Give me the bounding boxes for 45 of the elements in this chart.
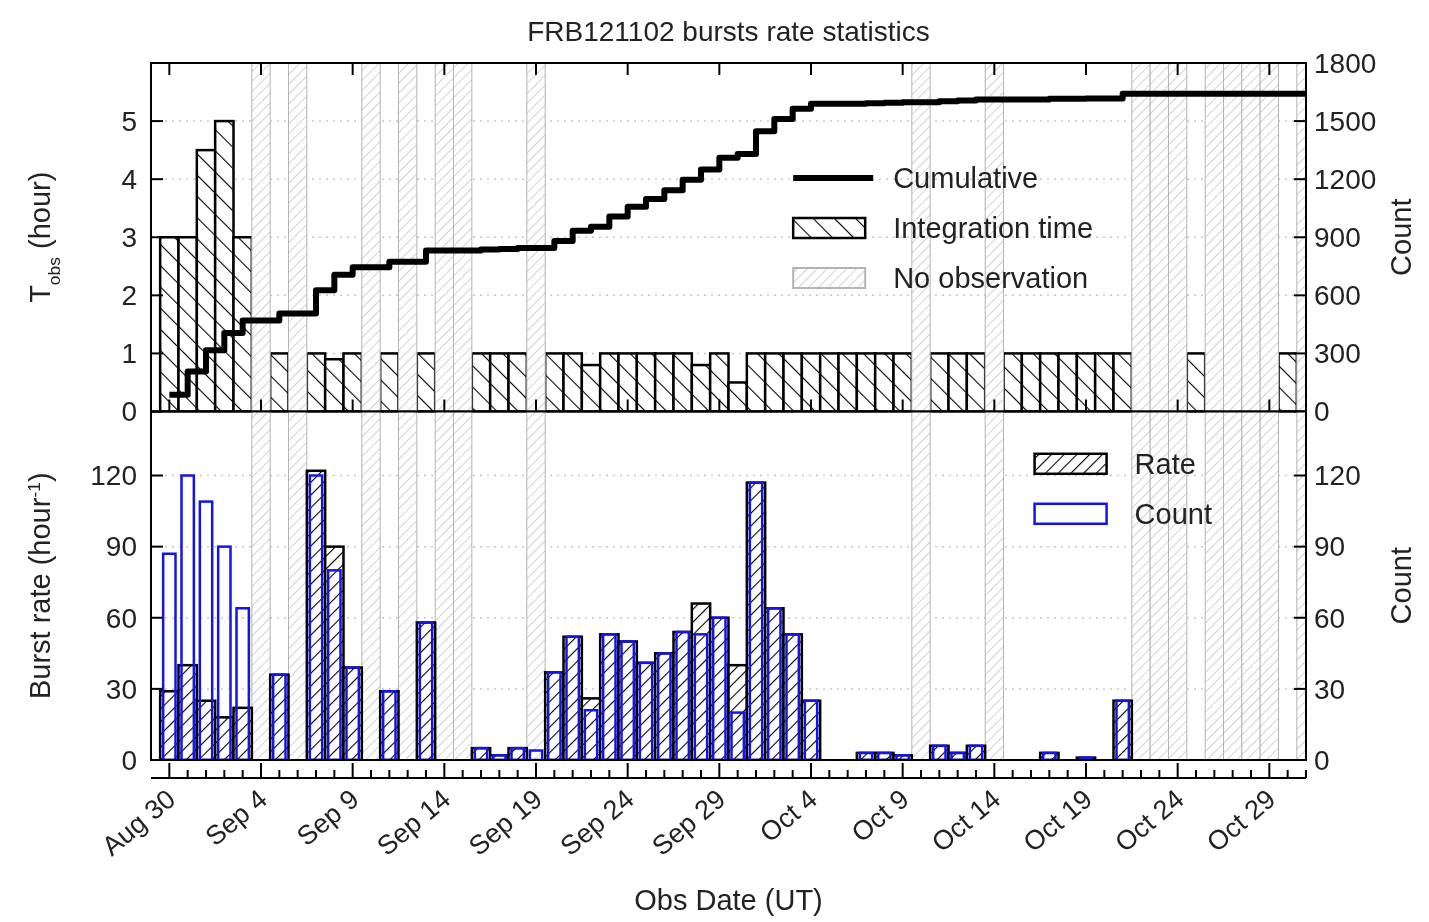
x-tick-label: Oct 14 <box>925 783 1007 858</box>
legend-label: Integration time <box>893 212 1094 245</box>
y-tick-label: 3 <box>121 222 137 254</box>
y2-tick-label: 1500 <box>1314 105 1377 137</box>
y2-tick-label: 1800 <box>1314 47 1377 79</box>
y-tick-label: 0 <box>121 396 137 428</box>
legend-label: Count <box>1134 497 1212 530</box>
y2-axis-title: Count <box>1385 198 1417 276</box>
y2-tick-label: 1200 <box>1314 163 1377 195</box>
x-tick-label: Sep 19 <box>463 783 548 862</box>
x-tick-label: Sep 24 <box>554 783 640 862</box>
x-tick-label: Oct 9 <box>845 783 915 849</box>
x-tick-label: Sep 9 <box>291 783 365 852</box>
x-tick-label: Oct 24 <box>1109 783 1190 858</box>
y2-tick-label: 300 <box>1314 338 1361 370</box>
legend-label: Rate <box>1134 447 1196 480</box>
x-tick-label: Sep 14 <box>371 783 457 862</box>
y-tick-label: 90 <box>105 531 137 563</box>
y-tick-label: 120 <box>90 460 137 492</box>
y2-tick-label: 0 <box>1314 396 1330 428</box>
y2-tick-label: 600 <box>1314 280 1361 312</box>
x-tick-label: Oct 29 <box>1200 783 1282 858</box>
y2-tick-label: 0 <box>1314 744 1330 776</box>
y2-tick-label: 120 <box>1314 460 1361 492</box>
chart-title: FRB121102 bursts rate statistics <box>527 16 930 47</box>
x-tick-label: Oct 19 <box>1017 783 1098 858</box>
y-tick-label: 0 <box>121 744 137 776</box>
y2-tick-label: 90 <box>1314 531 1346 563</box>
y-tick-label: 30 <box>105 673 137 705</box>
legend-label: Cumulative <box>893 162 1039 195</box>
x-tick-label: Aug 30 <box>96 783 182 862</box>
y-tick-label: 2 <box>121 280 137 312</box>
y-tick-label: 1 <box>121 338 137 370</box>
x-axis-title: Obs Date (UT) <box>634 884 823 916</box>
x-tick-label: Oct 4 <box>754 783 823 849</box>
y2-tick-label: 30 <box>1314 673 1346 705</box>
y2-tick-label: 900 <box>1314 222 1361 254</box>
legend-label: No observation <box>893 262 1089 295</box>
y2-tick-label: 60 <box>1314 602 1346 634</box>
y-tick-label: 4 <box>121 163 137 195</box>
x-tick-label: Sep 29 <box>646 783 732 862</box>
y-tick-label: 60 <box>105 602 137 634</box>
y2-axis-title: Count <box>1385 547 1417 625</box>
x-tick-label: Sep 4 <box>199 783 273 852</box>
y-tick-label: 5 <box>121 105 137 137</box>
